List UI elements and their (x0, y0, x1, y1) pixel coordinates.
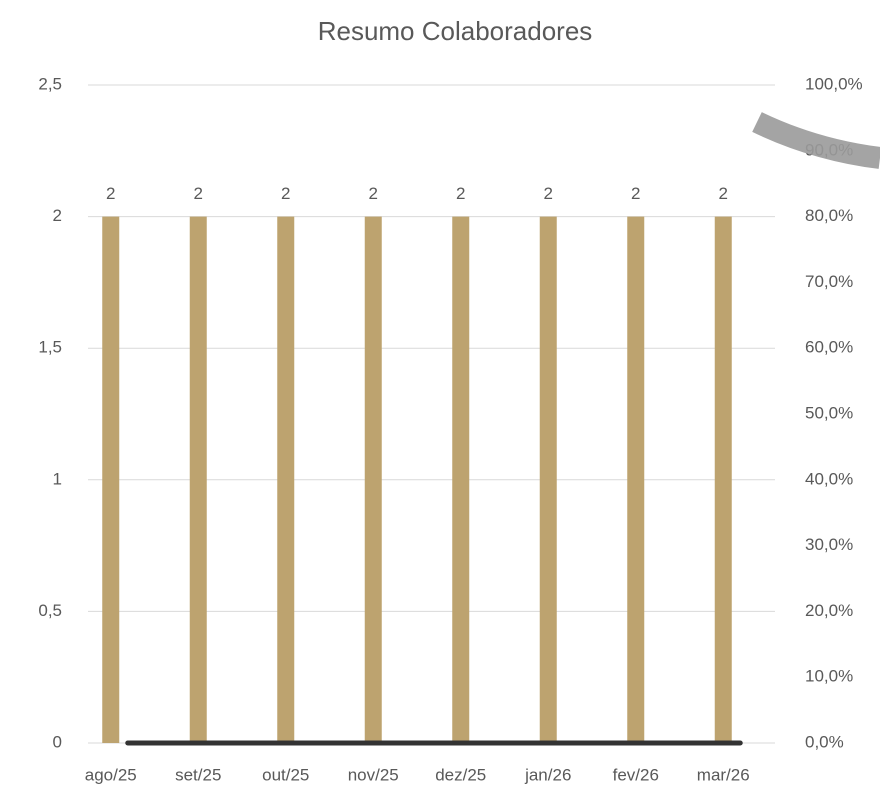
x-tick-label: ago/25 (85, 765, 137, 784)
data-label: 2 (719, 184, 728, 203)
y2-tick-label: 30,0% (805, 535, 853, 554)
x-tick-label: mar/26 (697, 765, 750, 784)
y2-tick-label: 50,0% (805, 403, 853, 422)
y-tick-label: 0,5 (38, 601, 62, 620)
y-tick-label: 1,5 (38, 338, 62, 357)
x-tick-label: out/25 (262, 765, 309, 784)
bar (452, 216, 470, 744)
y2-tick-label: 80,0% (805, 206, 853, 225)
bar (364, 216, 382, 744)
data-label: 2 (456, 184, 465, 203)
data-label: 2 (544, 184, 553, 203)
y-tick-label: 0 (53, 732, 62, 751)
x-tick-label: dez/25 (435, 765, 486, 784)
bar (189, 216, 207, 744)
bar (627, 216, 645, 744)
data-label: 2 (106, 184, 115, 203)
data-label: 2 (281, 184, 290, 203)
decorative-arc (752, 112, 880, 169)
data-label: 2 (194, 184, 203, 203)
y-tick-label: 2 (53, 206, 62, 225)
y2-tick-label: 10,0% (805, 667, 853, 686)
y-tick-label: 2,5 (38, 74, 62, 93)
y-tick-label: 1 (53, 469, 62, 488)
bar (539, 216, 557, 744)
x-tick-label: jan/26 (524, 765, 571, 784)
bar (102, 216, 120, 744)
y2-tick-label: 0,0% (805, 732, 844, 751)
x-tick-label: fev/26 (613, 765, 659, 784)
chart-title: Resumo Colaboradores (318, 16, 593, 46)
y2-tick-label: 60,0% (805, 338, 853, 357)
y2-tick-label: 40,0% (805, 469, 853, 488)
y2-tick-label: 20,0% (805, 601, 853, 620)
bar (714, 216, 732, 744)
data-label: 2 (369, 184, 378, 203)
x-tick-label: nov/25 (348, 765, 399, 784)
x-tick-label: set/25 (175, 765, 221, 784)
y2-tick-label: 70,0% (805, 272, 853, 291)
bar (277, 216, 295, 744)
y2-tick-label: 100,0% (805, 74, 863, 93)
data-label: 2 (631, 184, 640, 203)
